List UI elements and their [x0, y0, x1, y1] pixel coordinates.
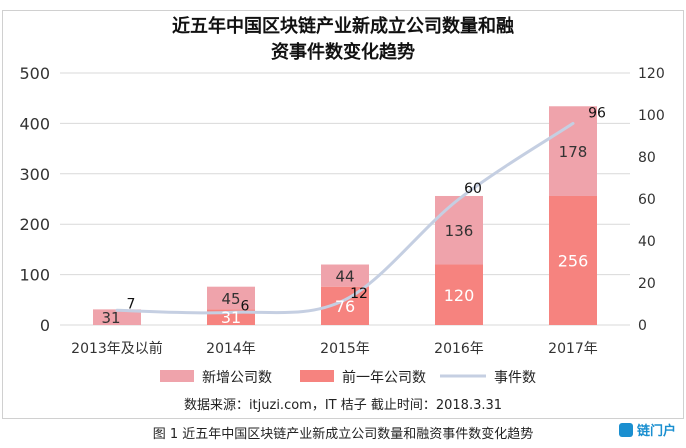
data-label-events: 60 — [464, 181, 482, 197]
brand-logo: 链门户 — [618, 420, 676, 439]
legend-label: 事件数 — [494, 370, 536, 386]
data-label-new: 44 — [335, 268, 354, 286]
bar-new-companies — [435, 195, 483, 265]
legend: 新增公司数 前一年公司数 事件数 — [160, 369, 536, 386]
data-label-prev: 31 — [221, 308, 241, 327]
data-label-prev: 120 — [444, 286, 475, 305]
legend-label: 新增公司数 — [202, 370, 272, 386]
series-line-events — [115, 121, 575, 315]
data-label-events: 6 — [241, 298, 250, 314]
x-tick-label: 2014年 — [206, 341, 256, 357]
data-source: 数据来源：itjuzi.com，IT 桔子 截止时间：2018.3.31 — [183, 398, 503, 413]
data-label-events: 96 — [588, 105, 606, 121]
y-left-tick-label: 0 — [40, 316, 50, 335]
bar-new-companies — [321, 264, 369, 287]
y-left-tick-label: 400 — [19, 114, 50, 133]
y-right-tick-label: 60 — [638, 192, 656, 208]
bar-new-companies — [207, 286, 255, 310]
y-right-tick-label: 40 — [638, 234, 656, 250]
axis-layer: 0 100 200 300 400 500 0 20 40 60 80 100 120 2013年及以前 2… — [19, 64, 664, 357]
y-right-tick-label: 100 — [638, 108, 665, 124]
y-left-tick-label: 500 — [19, 64, 50, 83]
line-layer — [115, 121, 575, 315]
data-label-prev: 256 — [558, 251, 589, 270]
bar-new-companies — [549, 106, 597, 196]
data-label-events: 12 — [350, 286, 368, 302]
figure-caption: 图 1 近五年中国区块链产业新成立公司数量和融资事件数变化趋势 — [152, 427, 534, 442]
y-right-tick-label: 120 — [638, 66, 665, 82]
bars-layer — [93, 106, 597, 325]
chart-title: 近五年中国区块链产业新成立公司数量和融资事件数变化趋势 — [0, 14, 686, 66]
bar-prev-companies — [93, 309, 141, 325]
data-label-prev: 76 — [335, 297, 355, 316]
y-left-tick-label: 100 — [19, 266, 50, 285]
bar-prev-companies — [549, 195, 597, 325]
x-tick-label: 2013年及以前 — [71, 340, 163, 357]
data-label-events: 7 — [127, 296, 136, 312]
data-label-new: 31 — [101, 309, 120, 327]
bar-prev-companies — [435, 264, 483, 325]
legend-swatch — [300, 370, 334, 382]
y-right-tick-label: 20 — [638, 276, 656, 292]
brand-name: 链门户 — [636, 424, 676, 439]
data-label-new: 136 — [445, 222, 474, 240]
chart-title-text: 近五年中国区块链产业新成立公司数量和融资事件数变化趋势 — [172, 16, 514, 63]
y-right-tick-label: 0 — [638, 318, 647, 334]
legend-label: 前一年公司数 — [342, 369, 426, 386]
data-label-new: 178 — [559, 143, 588, 161]
brand-icon — [618, 422, 633, 437]
y-left-tick-label: 200 — [19, 215, 50, 234]
x-tick-label: 2016年 — [434, 341, 484, 357]
x-tick-label: 2017年 — [548, 341, 598, 357]
x-tick-label: 2015年 — [320, 341, 370, 357]
y-left-tick-label: 300 — [19, 165, 50, 184]
y-right-tick-label: 80 — [638, 150, 656, 166]
legend-swatch — [160, 370, 194, 382]
data-label-new: 45 — [221, 290, 240, 308]
grid-layer — [60, 72, 630, 326]
